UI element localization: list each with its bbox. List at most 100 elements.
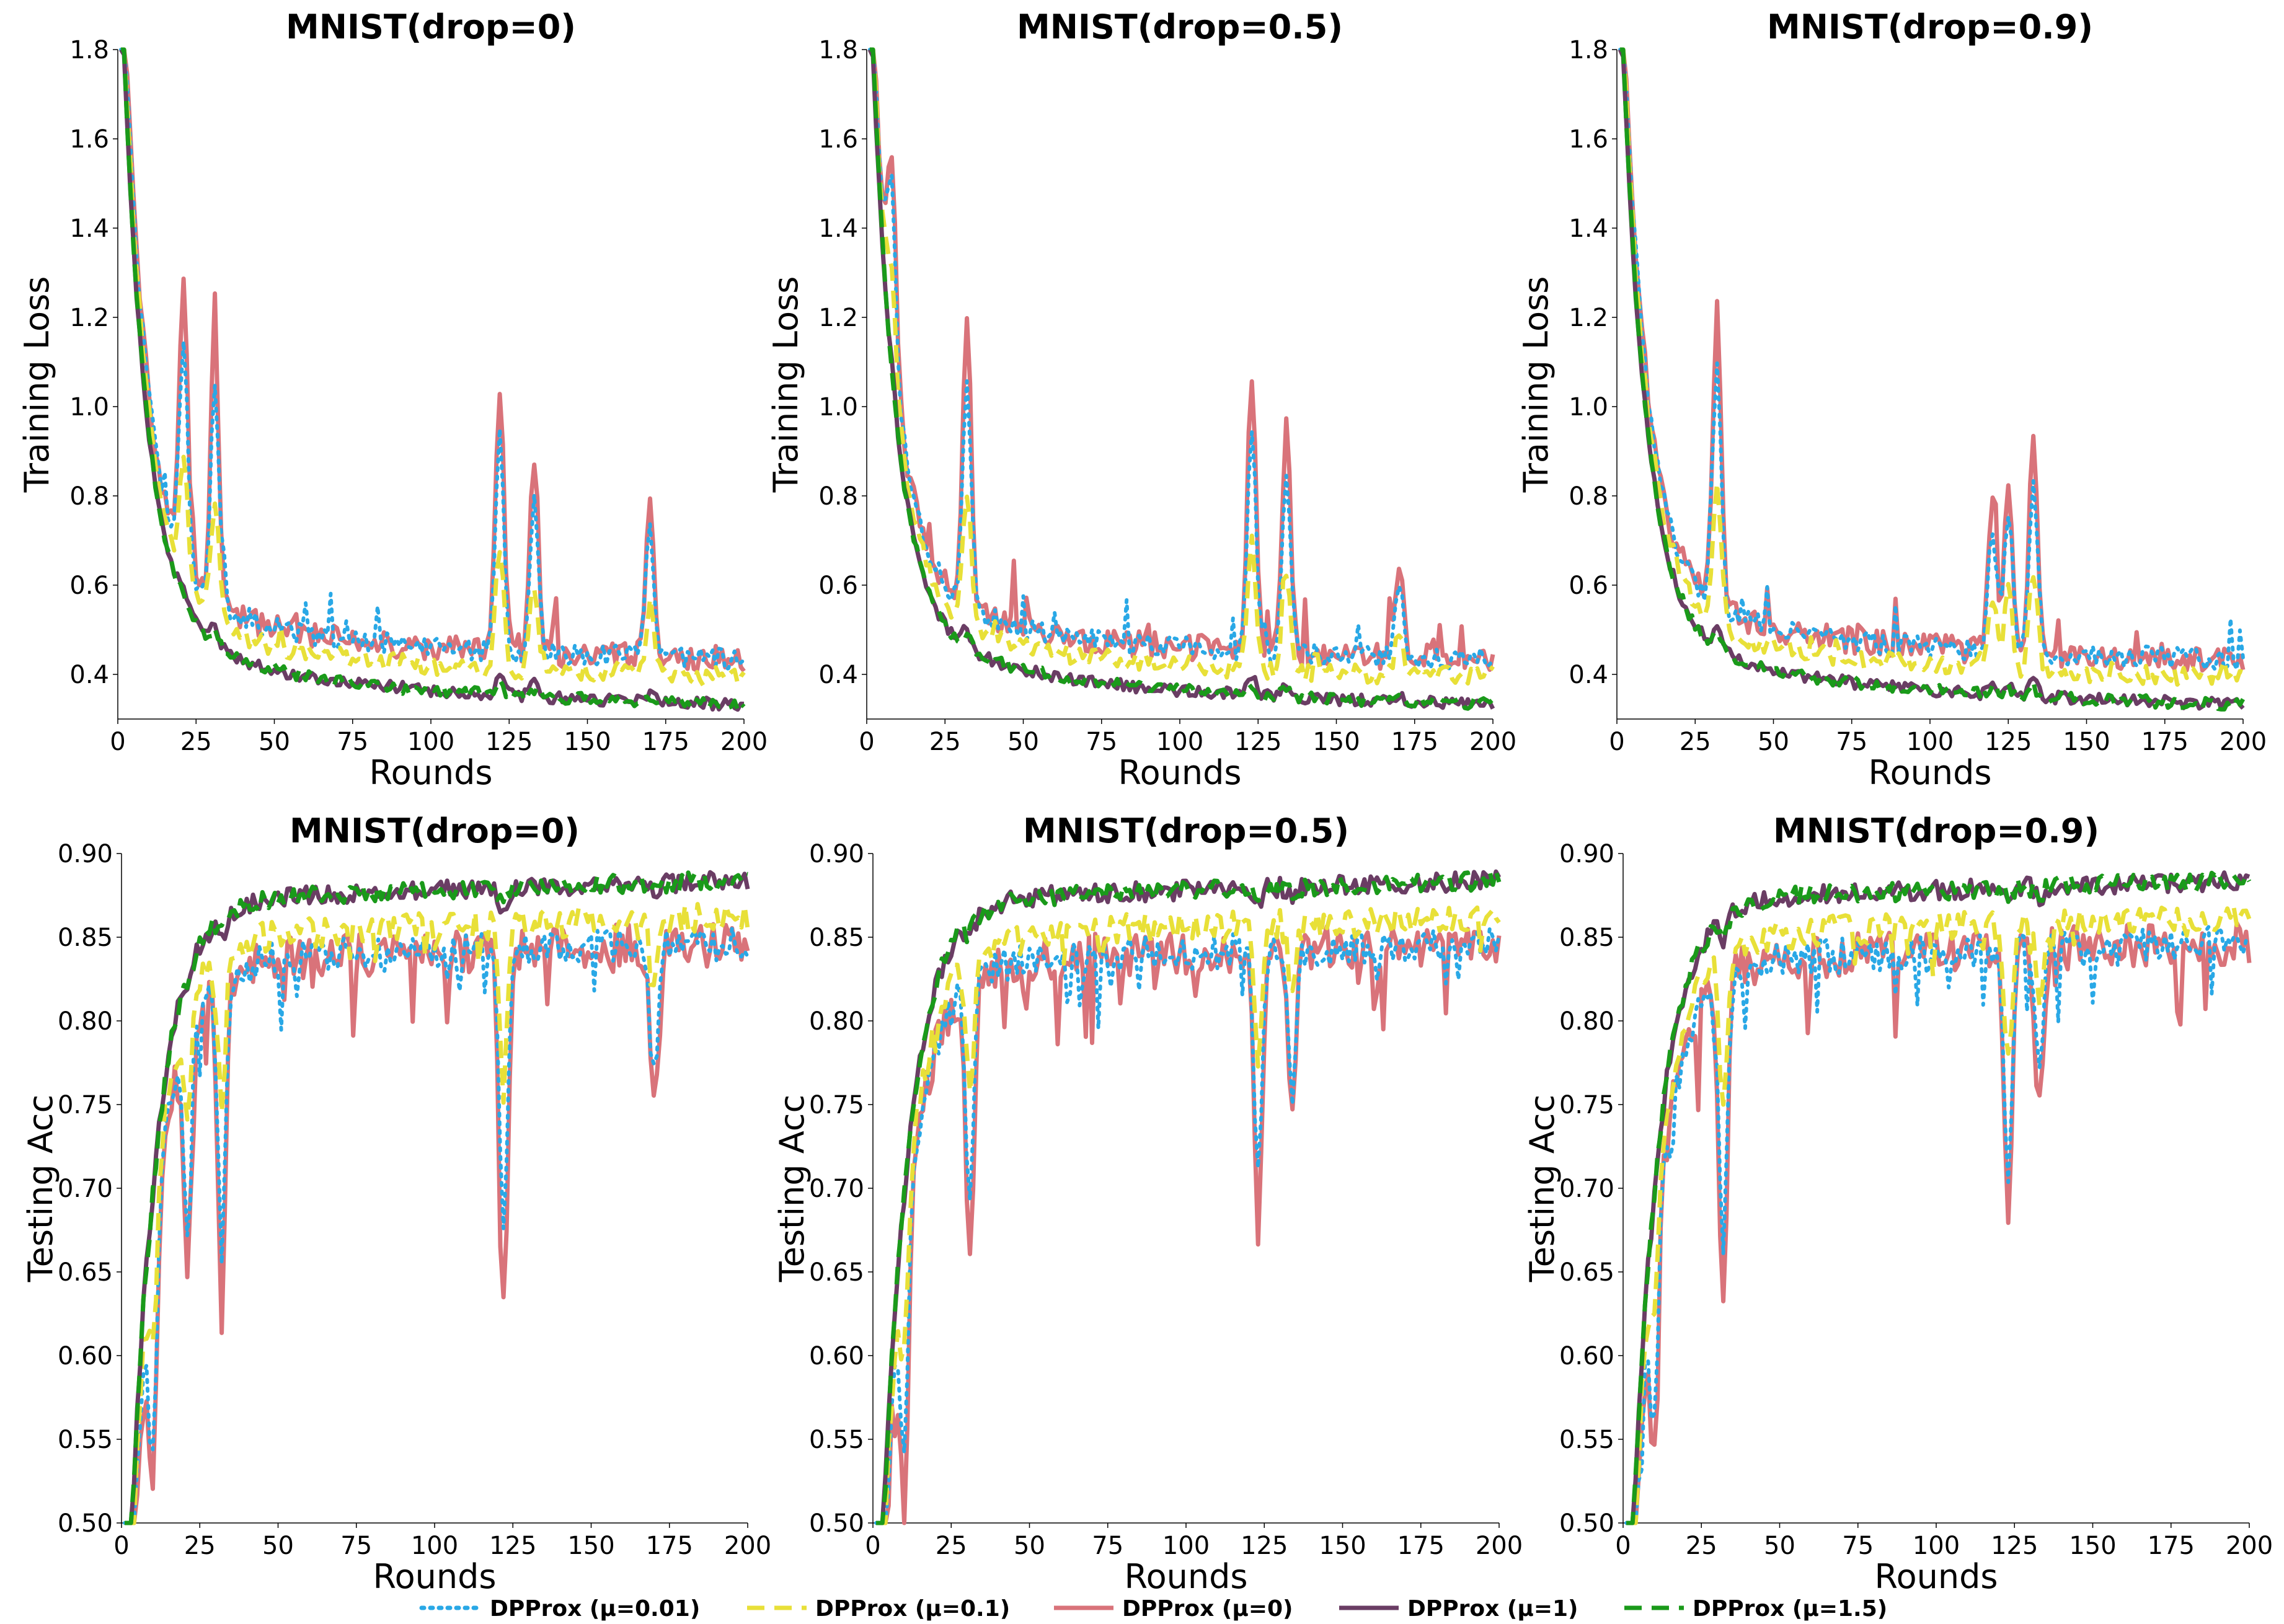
x-tick-label: 75	[1836, 728, 1867, 756]
x-tick-label: 25	[1686, 1532, 1717, 1560]
series-line-mu-0-01	[1618, 48, 2245, 671]
x-tick-label: 125	[1991, 1532, 2038, 1560]
x-tick-label: 125	[1241, 1532, 1288, 1560]
series-line-mu-0	[125, 922, 750, 1525]
series-line-mu-0	[870, 47, 1495, 672]
y-tick-label: 0.4	[818, 661, 858, 689]
y-tick-label: 1.2	[1569, 304, 1608, 332]
y-tick-label: 0.85	[809, 924, 864, 952]
series-line-mu-0-01	[123, 925, 750, 1525]
series-line-mu-1-5	[876, 869, 1502, 1525]
x-tick-label: 175	[642, 728, 689, 756]
y-tick-label: 0.6	[1569, 571, 1608, 600]
x-tick-label: 100	[1906, 728, 1954, 756]
y-tick-label: 0.55	[58, 1426, 113, 1454]
y-tick-label: 1.0	[818, 393, 858, 421]
series-group	[123, 870, 750, 1525]
x-tick-label: 0	[859, 728, 874, 756]
x-axis-label: Rounds	[373, 1557, 497, 1596]
series-line-mu-0-1	[125, 902, 750, 1525]
series-line-mu-0-1	[1626, 904, 2252, 1525]
y-tick-label: 1.6	[818, 125, 858, 154]
x-tick-label: 200	[720, 728, 768, 756]
x-tick-label: 100	[411, 1532, 458, 1560]
y-tick-label: 0.70	[809, 1175, 864, 1203]
series-line-mu-0	[121, 47, 746, 673]
y-tick-label: 1.8	[69, 36, 109, 64]
chart-title: MNIST(drop=0.5)	[1017, 7, 1343, 46]
y-axis-label: Training Loss	[17, 276, 56, 493]
y-tick-label: 1.4	[69, 214, 109, 243]
y-tick-label: 0.60	[1559, 1342, 1614, 1370]
x-tick-label: 0	[1615, 1532, 1631, 1560]
x-tick-label: 25	[184, 1532, 216, 1560]
x-tick-label: 75	[1842, 1532, 1874, 1560]
x-tick-label: 150	[2069, 1532, 2116, 1560]
x-tick-label: 125	[489, 1532, 536, 1560]
y-tick-label: 0.80	[809, 1007, 864, 1036]
y-tick-label: 0.8	[69, 482, 109, 511]
x-tick-label: 50	[259, 728, 290, 756]
x-tick-label: 25	[180, 728, 212, 756]
y-tick-label: 0.6	[818, 571, 858, 600]
x-tick-label: 150	[564, 728, 611, 756]
legend-item-mu-0-01: DPProx (μ=0.01)	[419, 1596, 700, 1622]
y-tick-label: 1.4	[818, 214, 858, 243]
y-tick-label: 0.55	[1559, 1426, 1614, 1454]
x-tick-label: 150	[567, 1532, 614, 1560]
x-tick-label: 100	[1162, 1532, 1210, 1560]
legend-item-mu-1: DPProx (μ=1)	[1339, 1596, 1578, 1622]
series-line-mu-0-1	[121, 47, 746, 688]
y-tick-label: 0.60	[58, 1342, 113, 1370]
series-line-mu-0-1	[1620, 47, 2244, 687]
y-tick-label: 0.90	[1559, 840, 1614, 868]
y-tick-label: 0.75	[1559, 1091, 1614, 1119]
x-axis-label: Rounds	[1118, 753, 1242, 792]
chart-title: MNIST(drop=0.5)	[1023, 811, 1349, 850]
x-axis-label: Rounds	[1125, 1557, 1248, 1596]
y-tick-label: 0.75	[58, 1091, 113, 1119]
x-tick-label: 150	[2063, 728, 2110, 756]
series-line-mu-0-1	[876, 905, 1501, 1525]
x-tick-label: 150	[1312, 728, 1360, 756]
chart-title: MNIST(drop=0.9)	[1767, 7, 2093, 46]
chart-panel-5: 0 25 50 75 100 125 150 175 200 0.50 0.55 0.60 0.65 0.…	[772, 811, 1523, 1596]
y-tick-label: 0.65	[809, 1258, 864, 1287]
x-tick-label: 0	[865, 1532, 880, 1560]
series-line-mu-0-01	[868, 48, 1495, 671]
legend-label: DPProx (μ=0.01)	[490, 1596, 700, 1622]
y-tick-label: 0.6	[69, 571, 109, 600]
y-axis-label: Training Loss	[766, 276, 805, 493]
x-tick-label: 125	[485, 728, 533, 756]
x-tick-label: 0	[110, 728, 125, 756]
x-axis-label: Rounds	[1875, 1557, 1998, 1596]
series-line-mu-1-5	[1620, 47, 2246, 712]
chart-panel-4: 0 25 50 75 100 125 150 175 200 0.50 0.55 0.60 0.65 0.…	[21, 811, 771, 1596]
x-tick-label: 200	[2226, 1532, 2273, 1560]
x-tick-label: 0	[113, 1532, 129, 1560]
x-tick-label: 50	[1007, 728, 1039, 756]
x-tick-label: 50	[1764, 1532, 1795, 1560]
x-tick-label: 175	[1391, 728, 1438, 756]
series-line-mu-1-5	[1626, 869, 2252, 1525]
y-tick-label: 0.8	[1569, 482, 1608, 511]
chart-panel-3: 0 25 50 75 100 125 150 175 200 0.4 0.6 0.8 1.0 1.2 1.4…	[1516, 7, 2267, 792]
x-tick-label: 75	[1092, 1532, 1123, 1560]
y-tick-label: 0.50	[58, 1509, 113, 1538]
y-tick-label: 0.60	[809, 1342, 864, 1370]
chart-title: MNIST(drop=0)	[290, 811, 580, 850]
x-tick-label: 0	[1609, 728, 1624, 756]
x-tick-label: 25	[929, 728, 961, 756]
y-tick-label: 1.0	[1569, 393, 1608, 421]
y-tick-label: 0.8	[818, 482, 858, 511]
y-tick-label: 1.6	[1569, 125, 1608, 154]
series-line-mu-0	[876, 924, 1502, 1525]
legend-label: DPProx (μ=1.5)	[1693, 1596, 1887, 1622]
y-tick-label: 0.65	[58, 1258, 113, 1287]
x-tick-label: 150	[1319, 1532, 1366, 1560]
series-group	[1618, 47, 2246, 712]
y-tick-label: 0.65	[1559, 1258, 1614, 1287]
y-tick-label: 0.4	[1569, 661, 1608, 689]
y-tick-label: 0.50	[809, 1509, 864, 1538]
